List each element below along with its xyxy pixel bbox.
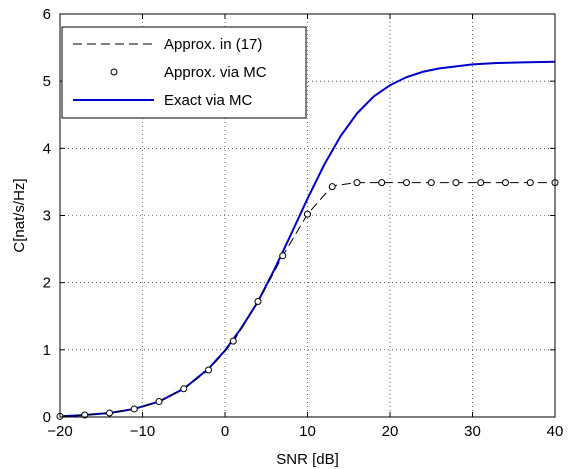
x-tick-label: −20 — [47, 423, 72, 440]
legend-entry-exact-mc: Exact via MC — [73, 92, 253, 109]
y-tick-label: 5 — [43, 73, 51, 90]
legend-label-exact-mc: Exact via MC — [164, 92, 253, 109]
approx-mc-point — [353, 179, 361, 187]
approx-mc-point — [427, 179, 435, 187]
approx-mc-point — [477, 179, 485, 187]
x-tick-label: 30 — [464, 423, 481, 440]
legend-entry-approx-mc: Approx. via MC — [110, 64, 267, 81]
approx-mc-point — [526, 179, 534, 187]
approx-mc-point — [502, 179, 509, 187]
approx-mc-point — [155, 398, 163, 406]
ticks: −20 −10 0 10 20 30 40 0 1 2 3 4 5 6 — [43, 6, 564, 440]
approx-mc-point — [328, 183, 336, 191]
approx-mc-point — [403, 179, 410, 187]
grid — [60, 14, 555, 417]
legend-label-approx-mc: Approx. via MC — [164, 64, 267, 81]
approx-mc-point — [106, 409, 113, 417]
approx-mc-point — [130, 405, 138, 413]
y-tick-label: 1 — [43, 342, 51, 359]
approx-mc-point — [205, 366, 212, 374]
approx-mc-point — [378, 179, 386, 187]
y-tick-label: 0 — [43, 409, 51, 426]
legend: Approx. in (17) Approx. via MC Exact via… — [61, 26, 307, 119]
y-tick-label: 6 — [43, 6, 51, 23]
approx-mc-point — [304, 210, 311, 218]
approx-mc-point — [452, 179, 460, 187]
approx-mc-point — [254, 297, 262, 305]
y-tick-label: 3 — [43, 208, 51, 225]
y-tick-label: 4 — [43, 140, 51, 157]
x-tick-label: 0 — [221, 423, 229, 440]
x-tick-label: 10 — [299, 423, 316, 440]
x-tick-label: −10 — [130, 423, 155, 440]
legend-label-approx-17: Approx. in (17) — [164, 36, 262, 53]
x-axis-label: SNR [dB] — [276, 451, 339, 468]
legend-entry-approx-17: Approx. in (17) — [73, 36, 262, 53]
series-layer — [56, 60, 559, 420]
approx-mc-point — [180, 385, 188, 393]
approx-mc-point — [229, 337, 237, 345]
x-tick-label: 40 — [547, 423, 564, 440]
legend-box — [61, 26, 307, 119]
legend-marker — [110, 68, 118, 76]
x-tick-label: 20 — [382, 423, 399, 440]
approx-mc-point — [81, 411, 89, 419]
approx-mc-point — [279, 252, 287, 260]
y-tick-label: 2 — [43, 275, 51, 292]
y-axis-label: C[nat/s/Hz] — [11, 178, 28, 252]
